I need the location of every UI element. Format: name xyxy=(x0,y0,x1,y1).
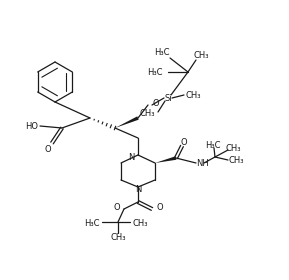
Text: HO: HO xyxy=(25,122,38,130)
Text: NH: NH xyxy=(196,158,209,167)
Text: CH₃: CH₃ xyxy=(140,109,155,118)
Text: CH₃: CH₃ xyxy=(185,90,201,99)
Text: N: N xyxy=(128,153,134,162)
Text: CH₃: CH₃ xyxy=(193,50,208,60)
Text: O: O xyxy=(152,99,159,108)
Text: H₃C: H₃C xyxy=(84,218,100,227)
Polygon shape xyxy=(155,156,176,163)
Text: CH₃: CH₃ xyxy=(228,155,244,165)
Text: H₃C: H₃C xyxy=(147,67,163,76)
Text: O: O xyxy=(181,137,187,146)
Text: H₃C: H₃C xyxy=(155,48,170,57)
Text: O: O xyxy=(45,144,51,153)
Text: N: N xyxy=(135,185,141,193)
Text: H₃C: H₃C xyxy=(205,141,221,150)
Text: CH₃: CH₃ xyxy=(225,144,240,153)
Text: O: O xyxy=(156,204,163,213)
Text: CH₃: CH₃ xyxy=(132,218,147,227)
Text: O: O xyxy=(113,204,120,213)
Polygon shape xyxy=(115,116,139,128)
Text: CH₃: CH₃ xyxy=(110,232,126,241)
Text: Si: Si xyxy=(164,94,172,102)
